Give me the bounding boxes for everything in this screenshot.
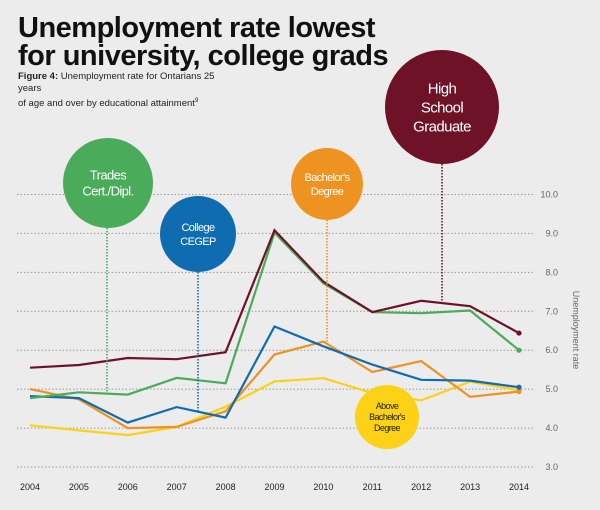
series-end-marker <box>516 330 522 336</box>
callout-label: High <box>428 80 457 97</box>
y-tick-label: 7.0 <box>545 306 558 316</box>
callout-label: Bachelor's <box>304 172 350 184</box>
callout-circles: HighSchoolGraduateTradesCert./Dipl.Colle… <box>63 50 499 449</box>
x-tick-label: 2008 <box>216 482 236 492</box>
callout-circle <box>63 138 153 228</box>
series-lines <box>29 228 522 437</box>
y-tick-label: 5.0 <box>545 384 558 394</box>
series-line <box>29 325 520 424</box>
x-tick-label: 2012 <box>411 482 431 492</box>
x-tick-label: 2014 <box>509 482 529 492</box>
callout-circle <box>291 148 363 220</box>
callout-label: Bachelor's <box>369 412 406 422</box>
callout-bachelor-s-degree: Bachelor's Degree <box>291 148 363 220</box>
callout-label: Degree <box>374 423 401 433</box>
callout-label: CEGEP <box>180 236 216 248</box>
y-tick-label: 9.0 <box>545 228 558 238</box>
figure-label: Figure 4: <box>18 71 59 82</box>
x-tick-label: 2004 <box>20 482 40 492</box>
callout-circle <box>355 385 419 449</box>
x-tick-label: 2006 <box>118 482 138 492</box>
y-tick-label: 8.0 <box>545 267 558 277</box>
y-tick-label: 3.0 <box>545 462 558 472</box>
y-axis-ticks: 3.0 4.0 5.0 6.0 7.0 8.0 9.0 10.0 <box>540 190 558 473</box>
chart-subtitle: Figure 4: Unemployment rate for Ontarian… <box>18 71 238 110</box>
y-axis-label: Unemployment rate <box>571 291 581 370</box>
caption-line-2: of age and over by educational attainmen… <box>18 98 195 110</box>
series-end-marker <box>516 388 522 395</box>
callout-circle <box>160 196 236 272</box>
callout-college-cegep: College CEGEP <box>160 196 236 272</box>
callout-leaders <box>106 164 443 412</box>
chart-title: Unemployment rate lowest for university,… <box>18 12 389 72</box>
y-tick-label: 4.0 <box>545 423 558 433</box>
gridlines <box>17 194 533 468</box>
callout-label: School <box>421 99 464 116</box>
x-tick-label: 2005 <box>69 482 89 492</box>
callout-label: Cert./Dipl. <box>82 184 133 199</box>
x-axis-ticks: 2004 2005 2006 2007 2008 2009 2010 2011 2012 2013… <box>20 482 529 492</box>
callout-label: Graduate <box>413 118 471 135</box>
series-end-marker <box>516 347 522 353</box>
x-tick-label: 2009 <box>264 482 284 492</box>
series-line <box>29 228 520 369</box>
footnote-mark: 9 <box>194 98 199 104</box>
series-line <box>29 230 520 400</box>
x-tick-label: 2013 <box>460 482 480 492</box>
y-tick-label: 10.0 <box>540 190 558 200</box>
y-tick-label: 6.0 <box>545 345 558 355</box>
caption-line-1: Unemployment rate for Ontarians 25 years <box>18 71 215 94</box>
callout-label: College <box>181 222 215 234</box>
callout-label: Degree <box>311 186 344 198</box>
x-tick-label: 2010 <box>313 482 333 492</box>
title-line-2: for university, college grads <box>18 40 389 72</box>
series-line <box>29 377 520 437</box>
series-end-marker <box>516 384 522 390</box>
series-line <box>29 340 520 430</box>
x-tick-label: 2007 <box>167 482 187 492</box>
callout-high-school-graduate: High School Graduate <box>385 50 499 164</box>
callout-label: Trades <box>90 168 127 183</box>
title-line-1: Unemployment rate lowest <box>18 12 376 44</box>
x-tick-label: 2011 <box>363 482 382 492</box>
callout-circle <box>385 50 499 164</box>
callout-label: Above <box>376 401 399 411</box>
